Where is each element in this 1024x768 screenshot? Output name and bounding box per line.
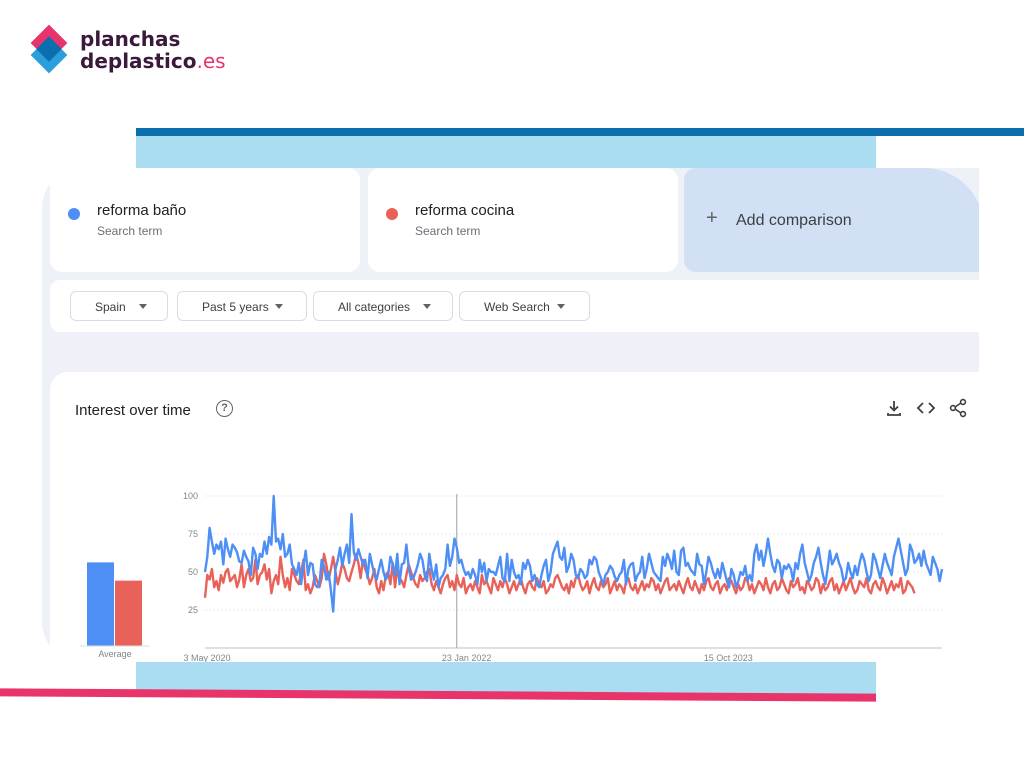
- brand-name-line2: deplastico: [80, 49, 197, 73]
- brand-wordmark: planchas deplastico.es: [80, 28, 226, 72]
- filter-label: All categories: [338, 300, 411, 314]
- plus-icon: +: [706, 207, 718, 229]
- interest-over-time-card: Interest over time ? 100 75 50 25 3 May 2020…: [50, 372, 979, 662]
- brand-tld: .es: [196, 49, 226, 73]
- series-line-1: [203, 494, 944, 613]
- caret-down-icon: [275, 304, 283, 309]
- caret-down-icon: [557, 304, 565, 309]
- average-label: Average: [98, 649, 131, 659]
- logo-mark-icon: [30, 24, 68, 74]
- decor-stripe-top-dark: [136, 128, 1024, 136]
- x-tick-label: 15 Oct 2023: [704, 653, 753, 662]
- decor-stripe-top-light: [136, 136, 876, 168]
- filter-property-dropdown[interactable]: Web Search: [459, 291, 590, 321]
- add-comparison-label: Add comparison: [736, 212, 852, 229]
- series-color-dot: [386, 208, 398, 220]
- filter-label: Spain: [95, 300, 126, 314]
- x-tick-label: 23 Jan 2022: [442, 653, 492, 662]
- average-bar-2: [115, 580, 142, 646]
- trends-panel: reforma baño Search term reforma cocina …: [42, 168, 979, 662]
- filter-region-dropdown[interactable]: Spain: [70, 291, 168, 321]
- search-term-card-2[interactable]: reforma cocina Search term: [368, 168, 678, 272]
- y-tick-label: 100: [183, 491, 198, 501]
- filter-label: Web Search: [484, 300, 550, 314]
- x-tick-label: 3 May 2020: [183, 653, 230, 662]
- filter-bar: Spain Past 5 years All categories Web Se…: [50, 280, 979, 332]
- decor-stripe-bottom-light: [136, 662, 876, 694]
- embed-code-icon[interactable]: [916, 398, 936, 418]
- trend-line-chart[interactable]: 100 75 50 25 3 May 2020 23 Jan 2022 15 Oct 202…: [50, 372, 979, 662]
- filter-category-dropdown[interactable]: All categories: [313, 291, 453, 321]
- search-term-type: Search term: [415, 224, 481, 238]
- download-icon[interactable]: [884, 398, 904, 418]
- search-term-label: reforma cocina: [415, 202, 515, 219]
- series-color-dot: [68, 208, 80, 220]
- help-circle-icon[interactable]: ?: [216, 400, 233, 417]
- search-term-type: Search term: [97, 224, 163, 238]
- interest-over-time-title: Interest over time: [75, 402, 191, 419]
- average-bar-1: [87, 562, 114, 646]
- filter-time-dropdown[interactable]: Past 5 years: [177, 291, 307, 321]
- filter-label: Past 5 years: [202, 300, 269, 314]
- share-icon[interactable]: [948, 398, 968, 418]
- search-term-card-1[interactable]: reforma baño Search term: [50, 168, 360, 272]
- brand-name-line1: planchas: [80, 27, 181, 51]
- add-comparison-button[interactable]: + Add comparison: [684, 168, 979, 272]
- caret-down-icon: [423, 304, 431, 309]
- y-tick-label: 75: [188, 529, 198, 539]
- search-term-label: reforma baño: [97, 202, 187, 219]
- y-tick-label: 25: [188, 605, 198, 615]
- y-tick-label: 50: [188, 567, 198, 577]
- caret-down-icon: [139, 304, 147, 309]
- brand-logo: planchas deplastico.es: [24, 24, 226, 80]
